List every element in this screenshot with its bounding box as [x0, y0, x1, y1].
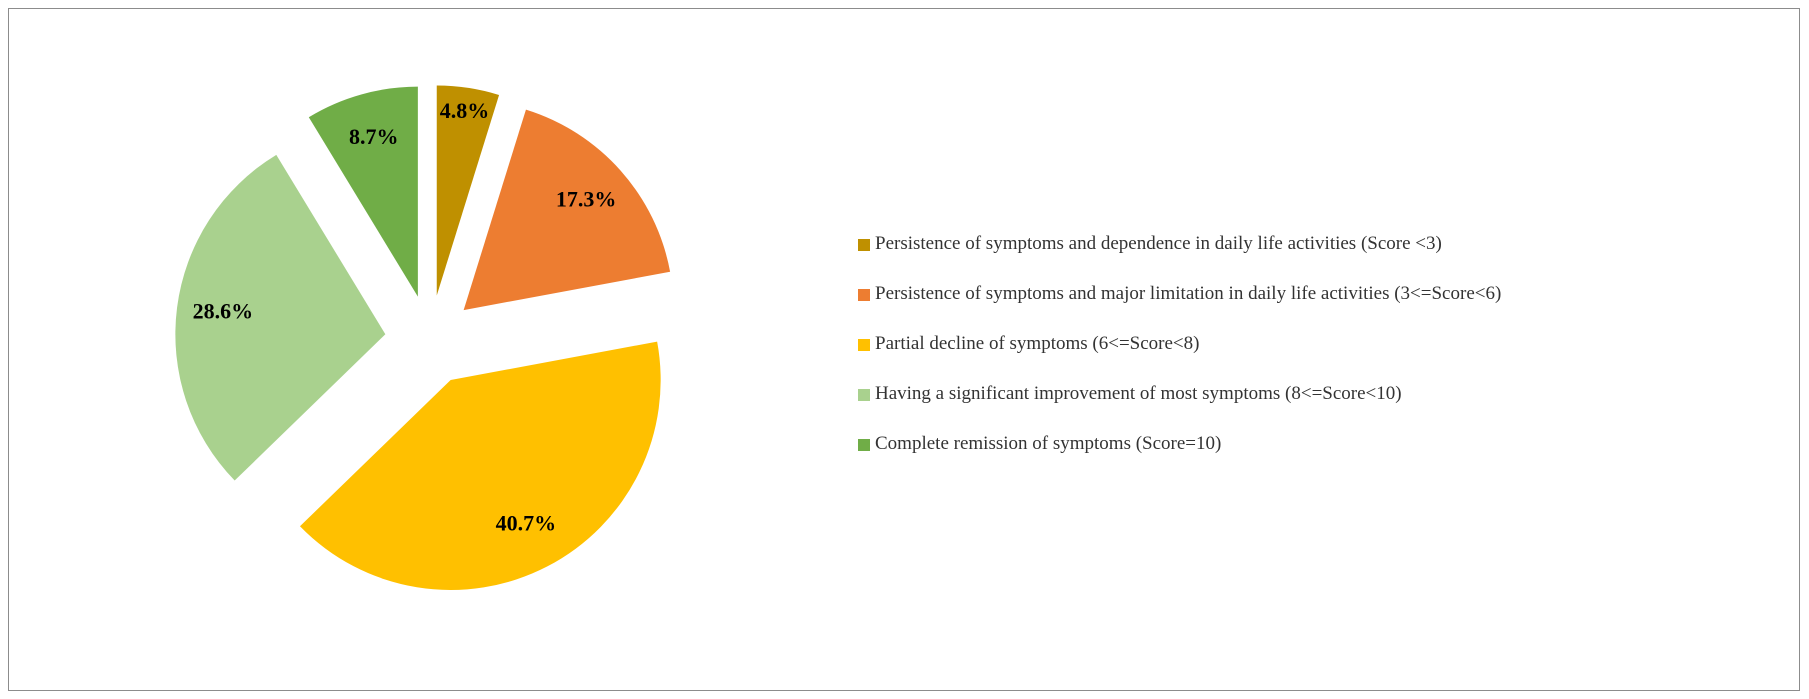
chart-frame [8, 8, 1800, 691]
pie-slice [175, 154, 386, 481]
data-label: 28.6% [193, 299, 254, 324]
legend-label: Complete remission of symptoms (Score=10… [875, 433, 1222, 454]
legend: Persistence of symptoms and dependence i… [858, 232, 1538, 482]
legend-label: Persistence of symptoms and major limita… [875, 283, 1502, 304]
pie-slice [308, 86, 418, 297]
legend-swatch [858, 339, 870, 351]
legend-label: Persistence of symptoms and dependence i… [875, 233, 1442, 254]
legend-item: Persistence of symptoms and major limita… [858, 282, 1538, 332]
data-label: 40.7% [496, 511, 557, 536]
legend-swatch [858, 289, 870, 301]
pie-slice [436, 85, 500, 296]
legend-label: Partial decline of symptoms (6<=Score<8) [875, 333, 1200, 354]
legend-item: Partial decline of symptoms (6<=Score<8) [858, 332, 1538, 382]
legend-swatch [858, 239, 870, 251]
data-label: 8.7% [349, 124, 399, 149]
pie-slice [299, 341, 661, 590]
data-label: 17.3% [556, 186, 617, 211]
legend-label: Having a significant improvement of most… [875, 383, 1402, 404]
legend-item: Persistence of symptoms and dependence i… [858, 232, 1538, 282]
data-label: 4.8% [440, 98, 490, 123]
legend-swatch [858, 439, 870, 451]
legend-swatch [858, 389, 870, 401]
pie-slice [463, 109, 671, 311]
legend-item: Complete remission of symptoms (Score=10… [858, 432, 1538, 482]
legend-item: Having a significant improvement of most… [858, 382, 1538, 432]
